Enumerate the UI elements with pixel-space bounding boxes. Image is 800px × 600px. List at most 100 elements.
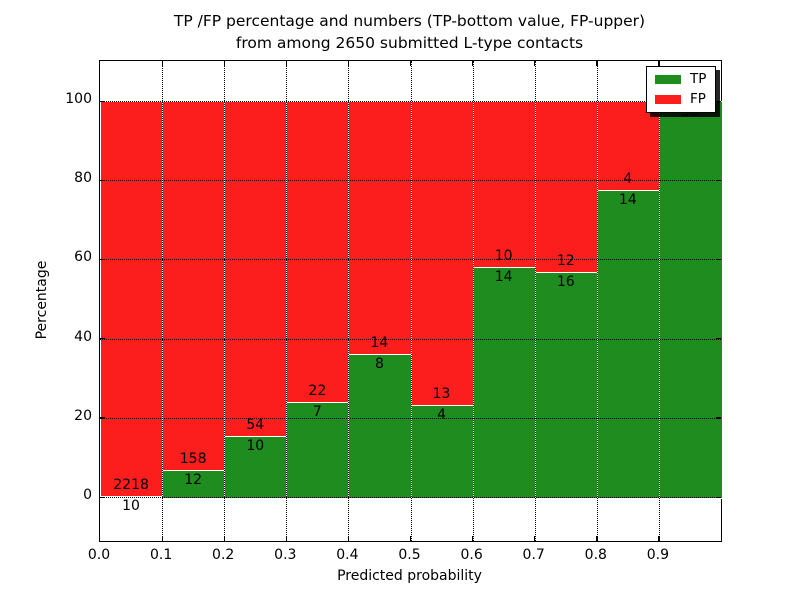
- x-tickmark: [410, 536, 412, 541]
- bar-segment-tp-0.2: [224, 435, 289, 499]
- y-tickmark: [100, 338, 105, 340]
- gridline-x-0.5: [410, 61, 412, 541]
- x-tickmark: [596, 536, 598, 541]
- gridline-x-0.7: [534, 61, 536, 541]
- x-tickmark-top: [347, 61, 350, 66]
- y-tickmark: [100, 100, 105, 102]
- count-label-tp: 12: [184, 472, 203, 489]
- y-tickmark: [100, 258, 105, 261]
- count-label-fp: 13: [432, 385, 451, 402]
- plot-area: 2218101581254102271481341014121641450: [99, 60, 723, 542]
- y-tick-label-100: 100: [65, 91, 92, 107]
- x-tickmark-top: [534, 61, 536, 66]
- count-label-fp: 22: [308, 383, 327, 400]
- bar-segment-tp-0.8: [596, 189, 661, 499]
- x-tickmark: [472, 536, 474, 541]
- y-tickmark-right: [716, 496, 721, 498]
- chart-title: TP /FP percentage and numbers (TP-bottom…: [99, 10, 720, 54]
- x-tickmark: [161, 536, 163, 541]
- count-label-fp: 54: [246, 417, 265, 434]
- legend-label-fp: FP: [690, 91, 706, 107]
- count-label-fp: 12: [556, 252, 575, 269]
- bar-segment-fp-0.0: [100, 101, 165, 498]
- x-tick-label-0.5: 0.5: [398, 547, 421, 563]
- x-tickmark: [658, 536, 660, 541]
- gridline-x-0.8: [596, 61, 598, 541]
- bar-segment-tp-0.7: [534, 270, 599, 499]
- x-tickmark-top: [285, 61, 288, 66]
- x-tickmark-top: [596, 61, 598, 66]
- x-tickmark-top: [161, 61, 163, 66]
- gridline-x-0.3: [286, 61, 288, 541]
- count-label-tp: 7: [312, 404, 322, 421]
- legend-swatch-fp: [655, 95, 681, 104]
- bar-segment-fp-0.7: [534, 101, 599, 273]
- x-tick-label-0.4: 0.4: [336, 547, 359, 563]
- x-tickmark: [347, 536, 350, 541]
- gridline-x-0.6: [472, 61, 474, 541]
- count-label-tp: 8: [374, 356, 384, 372]
- y-tick-label-40: 40: [74, 328, 92, 345]
- bar-segment-fp-0.3: [286, 101, 351, 404]
- gridline-x-0.4: [348, 61, 350, 541]
- bar-segment-fp-0.5: [410, 101, 475, 406]
- bar-segment-tp-0.9: [658, 101, 723, 499]
- bar-segment-fp-0.2: [224, 101, 289, 438]
- x-tickmark-top: [472, 61, 474, 66]
- y-tickmark: [100, 417, 105, 419]
- x-tick-label-0.0: 0.0: [87, 547, 111, 563]
- y-tick-label-20: 20: [74, 407, 92, 424]
- y-tickmark-right: [716, 338, 721, 340]
- bar-segment-tp-0.6: [472, 266, 537, 499]
- y-tick-label-60: 60: [74, 249, 92, 266]
- legend: TP FP: [646, 66, 717, 113]
- y-tickmark-right: [716, 417, 721, 419]
- x-tickmark-top: [223, 61, 225, 66]
- x-tickmark-top: [410, 61, 412, 66]
- gridline-x-0.1: [162, 61, 164, 541]
- y-tickmark: [100, 496, 105, 498]
- bar-segment-tp-0.4: [348, 353, 413, 499]
- legend-item-fp: FP: [655, 92, 706, 107]
- x-tick-label-0.6: 0.6: [460, 547, 483, 563]
- count-label-tp: 16: [556, 273, 575, 290]
- bar-segment-fp-0.1: [162, 101, 227, 472]
- count-label-tp: 4: [437, 406, 447, 423]
- chart-title-line2: from among 2650 submitted L-type contact…: [235, 34, 584, 52]
- y-axis-label: Percentage: [34, 260, 50, 340]
- y-tickmark-right: [716, 179, 721, 181]
- count-label-tp: 10: [246, 438, 265, 455]
- count-label-fp: 2218: [113, 477, 149, 494]
- legend-swatch-tp: [655, 75, 681, 84]
- chart-title-line1: TP /FP percentage and numbers (TP-bottom…: [173, 12, 646, 30]
- count-label-fp: 158: [179, 451, 207, 468]
- y-tickmark-right: [716, 258, 721, 261]
- gridline-x-0.2: [224, 61, 226, 541]
- count-label-tp: 14: [618, 192, 637, 208]
- x-tick-label-0.3: 0.3: [274, 547, 297, 563]
- legend-item-tp: TP: [655, 72, 706, 87]
- x-tickmark: [285, 536, 288, 541]
- count-label-tp: 14: [494, 269, 513, 285]
- y-tickmark-right: [716, 100, 721, 102]
- x-tick-label-0.7: 0.7: [522, 547, 545, 563]
- count-label-tp: 10: [122, 498, 140, 515]
- x-tick-label-0.9: 0.9: [646, 547, 670, 563]
- y-tick-label-80: 80: [74, 170, 92, 187]
- y-tick-label-0: 0: [83, 487, 92, 503]
- x-tickmark: [223, 536, 225, 541]
- x-tickmark: [534, 536, 536, 541]
- x-tickmark-top: [658, 61, 660, 66]
- count-label-fp: 10: [494, 248, 513, 264]
- count-label-fp: 4: [623, 171, 633, 187]
- legend-label-tp: TP: [690, 71, 707, 87]
- x-axis-label: Predicted probability: [337, 568, 482, 584]
- count-label-fp: 14: [370, 335, 389, 351]
- x-tick-label-0.8: 0.8: [584, 547, 607, 563]
- bar-segment-fp-0.4: [348, 101, 413, 355]
- gridline-x-0.9: [658, 61, 660, 541]
- y-tickmark: [100, 179, 105, 181]
- x-tick-label-0.2: 0.2: [212, 547, 235, 563]
- bar-segment-fp-0.6: [472, 101, 537, 268]
